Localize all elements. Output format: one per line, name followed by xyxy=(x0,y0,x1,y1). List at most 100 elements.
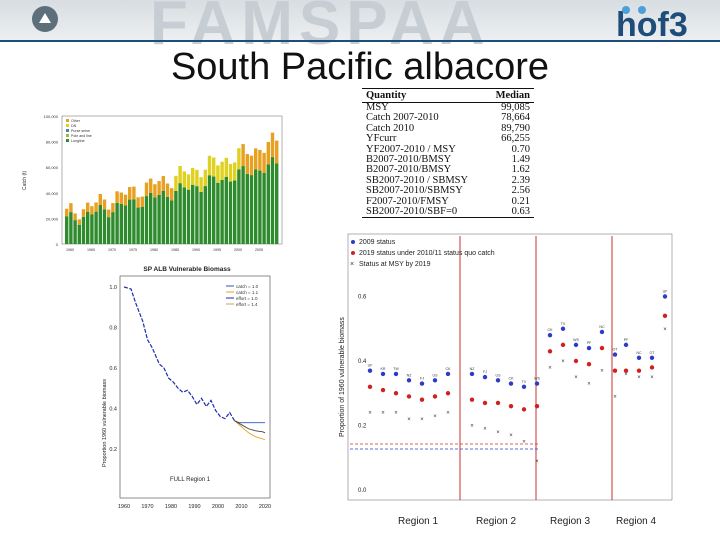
fleet-label: CK xyxy=(548,328,554,332)
catch-bar-other xyxy=(237,148,241,170)
catch-bar-other xyxy=(186,174,191,190)
header-band xyxy=(0,0,720,40)
plot-frame xyxy=(347,233,673,501)
status-2019-point xyxy=(380,387,386,393)
catch-bar-longline xyxy=(90,214,94,244)
catch-bar-other xyxy=(102,199,107,210)
catch-bar-other xyxy=(254,148,258,170)
catch-bar-longline xyxy=(128,199,132,244)
median-cell: 0.21 xyxy=(511,195,530,207)
fleet-label: PF xyxy=(624,338,629,342)
catch-bar-longline xyxy=(224,176,228,244)
catch-bar-longline xyxy=(262,172,266,244)
catch-stacked-bar-chart: 0 20,000 40,000 60,000 80,000 100,000 1960 196… xyxy=(20,110,286,256)
catch-bar-other xyxy=(119,192,123,204)
status-2019-point xyxy=(432,394,438,399)
catch-bar-longline xyxy=(186,189,191,244)
status-2019-point xyxy=(636,368,642,373)
catch-bar-other xyxy=(153,184,157,198)
status-2009-point xyxy=(623,342,629,348)
catch-bar-longline xyxy=(132,199,136,244)
msy-status-marker: × xyxy=(624,372,628,378)
catch-legend-item: Pole and line xyxy=(71,134,92,138)
catch-bar-other xyxy=(140,196,144,208)
catch-bar-other xyxy=(174,175,178,191)
msy-status-marker: × xyxy=(509,433,513,439)
status-2009-point xyxy=(380,371,386,377)
catch-bar-longline xyxy=(140,207,144,244)
table-row: Catch 2007-2010 78,664 xyxy=(362,112,534,123)
catch-legend-item: Other xyxy=(71,119,81,123)
catch-bar-other xyxy=(132,186,136,200)
status-2019-point xyxy=(393,391,399,396)
median-cell: 0.70 xyxy=(511,143,530,155)
status-2009-point xyxy=(636,355,642,360)
status-2019-point xyxy=(406,394,412,399)
status-2009-point xyxy=(445,371,451,377)
table-row: Catch 2010 89,790 xyxy=(362,122,534,134)
catch-bar-longline xyxy=(228,181,233,244)
catch-bar-other xyxy=(203,169,207,187)
region-4-label: Region 4 xyxy=(616,516,657,527)
median-header: Median xyxy=(486,88,534,103)
biomass-projection-chart: SP ALB Vulnerable Biomass 1.0 0.8 0.6 0.4 0.… xyxy=(100,262,275,512)
status-2009-point xyxy=(393,371,399,377)
biomass-legend-item: effort = 1.0 xyxy=(236,296,258,301)
biomass-x-tick: 1970 xyxy=(141,504,153,510)
status-2019-point xyxy=(495,400,501,406)
region-3-label: Region 3 xyxy=(550,516,591,527)
median-cell: 1.62 xyxy=(511,164,530,176)
fleet-label: TW xyxy=(393,367,399,371)
catch-bar-longline xyxy=(270,157,275,244)
catch-y-tick: 60,000 xyxy=(46,165,59,170)
catch-bar-longline xyxy=(170,200,174,244)
catch-bar-other xyxy=(136,197,140,208)
catch-y-tick: 0 xyxy=(56,242,59,247)
catch-bar-longline xyxy=(65,216,69,244)
biomass-chart-title: SP ALB Vulnerable Biomass xyxy=(143,266,231,273)
catch-bar-longline xyxy=(161,190,165,244)
catch-bar-other xyxy=(107,209,111,218)
fleet-label: OT xyxy=(613,348,619,352)
slide-title: South Pacific albacore xyxy=(170,46,550,88)
table-row: SB2007-2010/SBMSY 2.56 xyxy=(362,185,534,196)
msy-status-marker: × xyxy=(663,327,667,333)
catch-bar-other xyxy=(128,187,132,200)
fleet-label: NZ xyxy=(470,367,476,371)
quantity-header: Quantity xyxy=(362,88,487,103)
catch-bar-longline xyxy=(203,186,207,244)
table-row: B2007-2010/BMSY 1.62 xyxy=(362,164,534,176)
catch-bar-longline xyxy=(178,183,182,244)
status-2009-point xyxy=(599,329,605,335)
quantity-cell: Catch 2010 xyxy=(366,122,415,134)
catch-y-tick: 80,000 xyxy=(46,140,59,145)
catch-bar-other xyxy=(191,168,195,185)
median-cell: 66,255 xyxy=(501,133,530,145)
catch-x-tick: 1975 xyxy=(129,248,137,252)
catch-bar-other xyxy=(266,141,270,165)
msy-status-marker: × xyxy=(394,411,398,417)
catch-bar-other xyxy=(123,194,128,206)
biomass-x-tick: 2010 xyxy=(235,504,247,510)
catch-bar-other xyxy=(258,149,262,171)
catch-bar-other xyxy=(245,154,249,174)
catch-bar-other xyxy=(249,155,254,176)
catch-bar-longline xyxy=(275,163,279,244)
catch-bar-other xyxy=(224,157,228,177)
fleet-label: OT xyxy=(650,351,656,355)
catch-bar-longline xyxy=(165,196,170,244)
biomass-x-tick: 1980 xyxy=(165,504,177,510)
status-2019-point xyxy=(623,368,629,373)
catch-bar-longline xyxy=(266,164,270,244)
table-row: YFcurr 66,255 xyxy=(362,133,534,145)
table-row: F2007-2010/FMSY 0.21 xyxy=(362,195,534,207)
catch-bar-longline xyxy=(107,217,111,244)
biomass-y-tick: 0.4 xyxy=(109,407,117,413)
catch-bar-longline xyxy=(220,179,224,244)
status-2009-point xyxy=(612,352,618,357)
status-2009-point xyxy=(534,381,540,386)
quantity-cell: YFcurr xyxy=(366,133,397,145)
catch-bar-longline xyxy=(69,212,73,244)
catch-bar-longline xyxy=(199,191,203,244)
region-1-label: Region 1 xyxy=(398,516,439,527)
